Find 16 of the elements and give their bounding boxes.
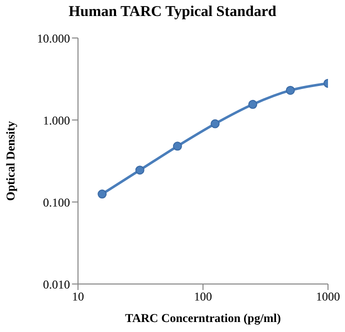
y-tick-label: 0.010 — [43, 277, 70, 292]
point — [172, 142, 182, 151]
y-axis-title: Optical Density — [3, 121, 18, 201]
x-axis-title: TARC Concerntration (pg/ml) — [125, 311, 281, 325]
point — [286, 86, 295, 95]
point — [210, 119, 220, 128]
y-tick-label: 10.000 — [37, 31, 70, 46]
chart-title: Human TARC Typical Standard — [68, 4, 278, 21]
x-tick-label: 100 — [194, 290, 212, 304]
y-tick-label: 1.000 — [43, 113, 70, 128]
point — [248, 100, 258, 109]
point — [98, 190, 107, 199]
y-tick-label: 0.100 — [43, 195, 70, 210]
point — [135, 166, 144, 175]
x-tick-label: 1000 — [316, 290, 340, 304]
x-tick-label: 10 — [72, 290, 84, 304]
